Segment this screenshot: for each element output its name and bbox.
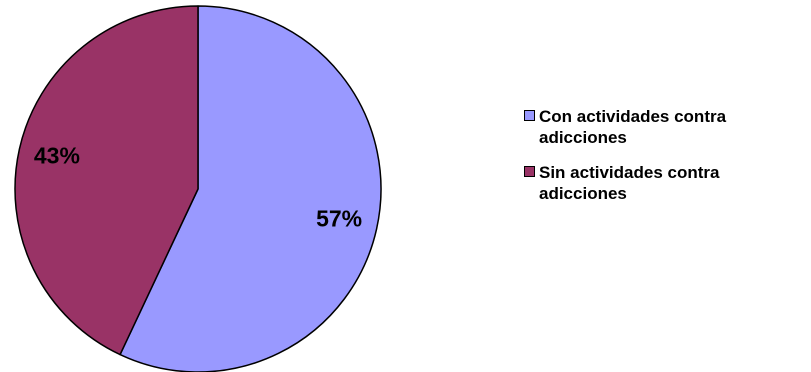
data-label-sin: 43% xyxy=(34,143,80,169)
legend-item-con: Con actividades contra adicciones xyxy=(524,106,811,148)
chart-legend: Con actividades contra adicciones Sin ac… xyxy=(524,106,811,218)
legend-label-con: Con actividades contra adicciones xyxy=(539,107,727,147)
data-label-con: 57% xyxy=(316,206,362,232)
pie-slice-sin xyxy=(14,5,199,356)
legend-item-sin: Sin actividades contra adicciones xyxy=(524,162,811,204)
pie-chart: 57% 43% xyxy=(14,5,382,372)
legend-label-sin: Sin actividades contra adicciones xyxy=(539,163,720,203)
legend-swatch-con xyxy=(524,110,535,121)
legend-swatch-sin xyxy=(524,166,535,177)
pie-slice-con xyxy=(119,5,382,372)
